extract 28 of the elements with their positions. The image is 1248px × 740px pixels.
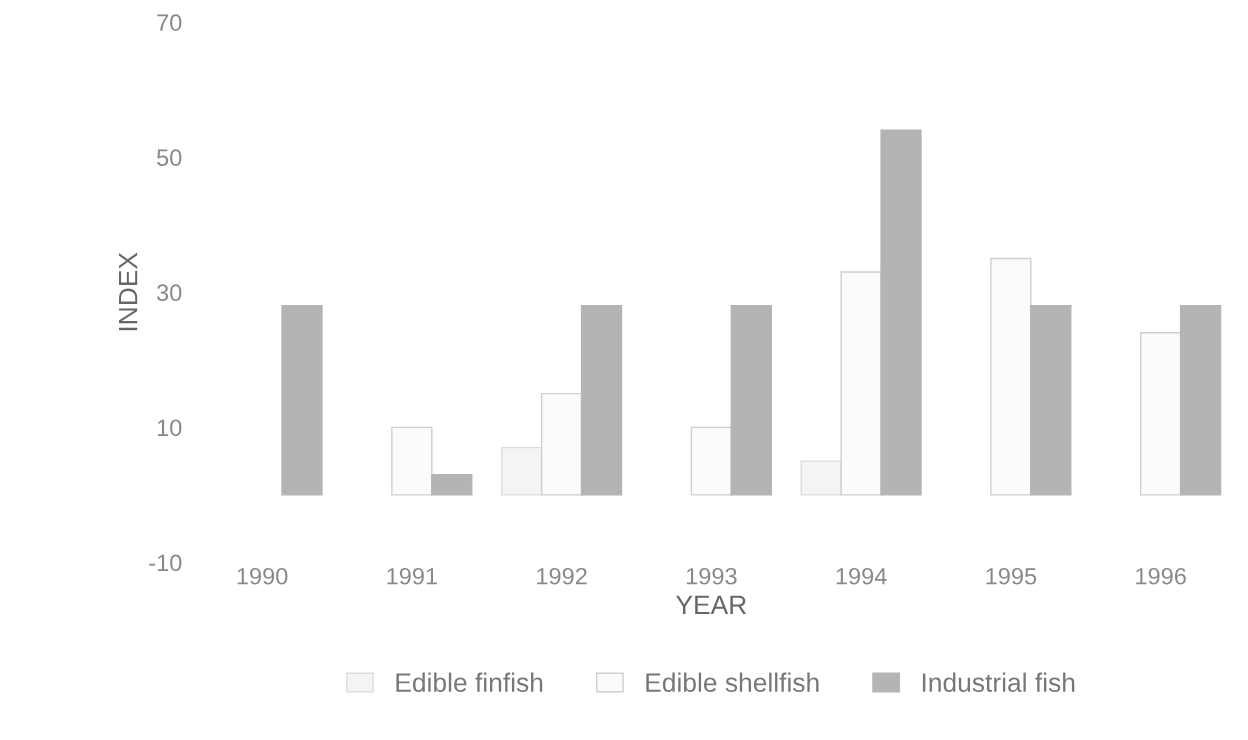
y-tick-label: -10 [149, 554, 182, 572]
legend-label: Industrial fish [922, 672, 1075, 692]
y-tick-label: 30 [156, 284, 182, 302]
x-tick-label: 1996 [1136, 567, 1186, 585]
bar [880, 129, 922, 496]
bar [1139, 332, 1182, 496]
x-tick-label: 1992 [537, 567, 587, 585]
bar [391, 426, 433, 496]
x-tick-label: 1995 [986, 567, 1037, 585]
x-tick-label: 1993 [686, 567, 737, 585]
bar [690, 426, 733, 496]
bar [730, 305, 772, 496]
bar [1030, 305, 1072, 496]
y-axis-title: INDEX [119, 252, 138, 331]
x-axis-title: YEAR [676, 595, 747, 614]
bar [431, 473, 473, 496]
x-tick-label: 1994 [836, 567, 887, 585]
bar [281, 305, 323, 496]
y-tick-label: 10 [157, 419, 182, 437]
bar [1179, 305, 1222, 496]
x-tick-label: 1991 [387, 567, 437, 585]
legend-label: Edible finfish [396, 672, 543, 692]
x-tick-label: 1990 [237, 567, 288, 585]
y-tick-label: 70 [157, 14, 182, 31]
bar [990, 257, 1032, 496]
bar [580, 305, 623, 496]
legend-label: Edible shellfish [646, 672, 819, 692]
y-tick-label: 50 [157, 149, 182, 167]
